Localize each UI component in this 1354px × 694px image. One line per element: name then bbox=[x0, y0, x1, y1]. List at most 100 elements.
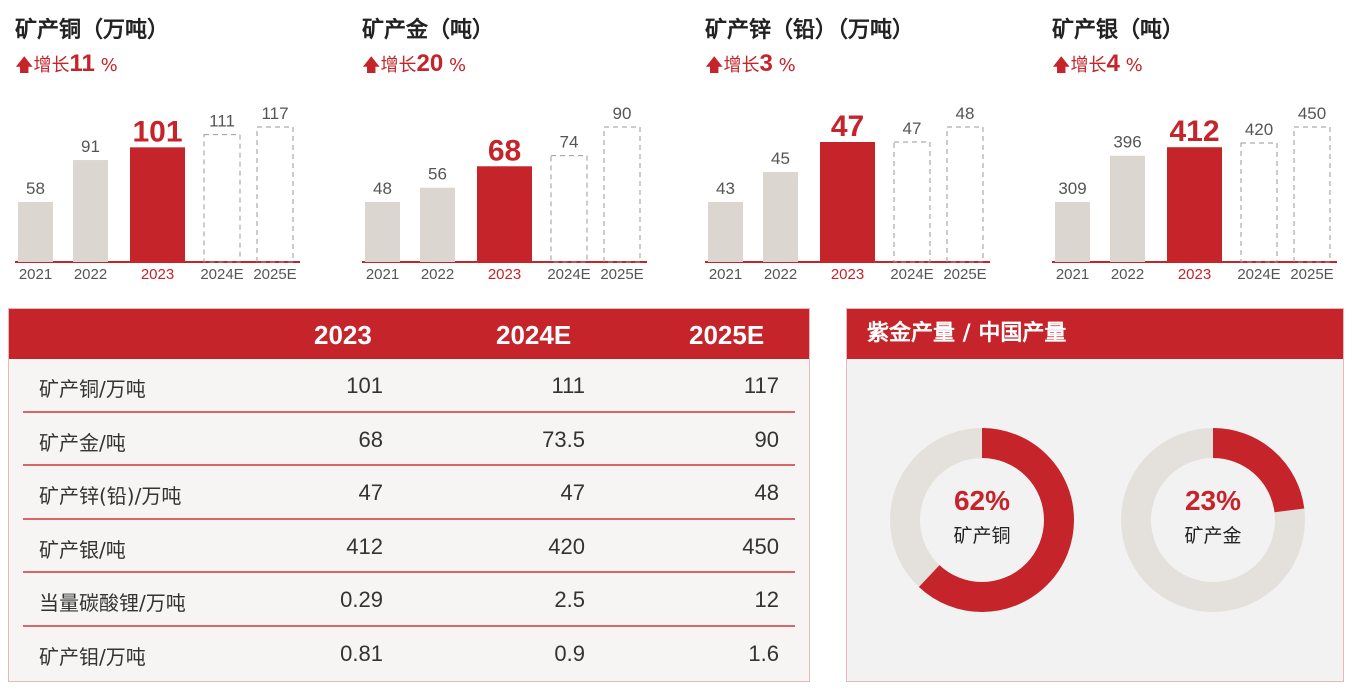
growth-label: 🡅增长3 % bbox=[705, 50, 796, 83]
value-label: 101 bbox=[132, 115, 182, 148]
bar-2024E bbox=[1240, 142, 1278, 263]
growth-unit: % bbox=[448, 55, 467, 76]
value-label: 47 bbox=[903, 119, 922, 138]
growth-unit: % bbox=[1125, 55, 1143, 76]
cell-2025e: 117 bbox=[743, 373, 779, 398]
tick-label: 2025E bbox=[600, 266, 643, 283]
table-row: 矿产银/吨 412 420 450 bbox=[23, 520, 795, 574]
value-label: 48 bbox=[956, 104, 975, 123]
growth-prefix: 增长 bbox=[723, 55, 760, 76]
bar-2023 bbox=[1167, 147, 1222, 262]
value-label: 43 bbox=[716, 179, 735, 198]
bar-2021 bbox=[1055, 202, 1090, 262]
bar-2022 bbox=[763, 172, 798, 262]
growth-label: 🡅增长4 % bbox=[1052, 50, 1143, 83]
cell-2025e: 450 bbox=[742, 533, 779, 559]
donut-slice bbox=[890, 428, 1074, 612]
bar-2023 bbox=[820, 142, 875, 262]
value-label: 68 bbox=[488, 134, 521, 167]
value-label: 56 bbox=[428, 165, 447, 184]
chart-title: 矿产锌（铅）（万吨） bbox=[705, 18, 915, 43]
tick-label: 2021 bbox=[366, 266, 399, 283]
cell-2025e: 48 bbox=[754, 480, 779, 506]
bar-2021 bbox=[708, 202, 743, 262]
cell-2023: 412 bbox=[346, 533, 383, 559]
row-label: 当量碳酸锂/万吨 bbox=[39, 591, 186, 616]
tick-label: 2025E bbox=[253, 266, 296, 283]
bar-2025E bbox=[1293, 126, 1331, 263]
tick-label: 2021 bbox=[19, 266, 52, 283]
tick-label: 2025E bbox=[943, 266, 986, 283]
value-label: 45 bbox=[771, 149, 790, 168]
bar-2021 bbox=[18, 202, 53, 262]
growth-value: 4 bbox=[1106, 50, 1120, 77]
value-label: 117 bbox=[261, 104, 288, 123]
tick-label: 2023 bbox=[141, 266, 174, 283]
tick-label: 2022 bbox=[1111, 266, 1144, 283]
value-label: 58 bbox=[26, 179, 45, 198]
bar-chart: 矿产锌（铅）（万吨） 🡅增长3 % 43 2021 45 2022 47 2023 47 202… bbox=[705, 0, 1005, 290]
tick-label: 2021 bbox=[709, 266, 742, 283]
table-row: 矿产钼/万吨 0.81 0.9 1.6 bbox=[23, 627, 795, 681]
cell-2023: 0.29 bbox=[340, 587, 383, 613]
tick-label: 2024E bbox=[890, 266, 933, 283]
up-arrow-icon: 🡅 bbox=[705, 55, 724, 76]
row-label: 矿产银/吨 bbox=[39, 537, 126, 562]
chart-title: 矿产银（吨） bbox=[1052, 18, 1185, 43]
value-label: 111 bbox=[209, 112, 235, 131]
table-row: 矿产金/吨 68 73.5 90 bbox=[23, 413, 795, 467]
cell-2025e: 12 bbox=[754, 587, 779, 613]
table-row: 矿产锌(铅)/万吨 47 47 48 bbox=[23, 466, 795, 520]
bar-2022 bbox=[1110, 155, 1145, 262]
value-label: 396 bbox=[1113, 133, 1141, 152]
value-label: 412 bbox=[1169, 115, 1219, 148]
bar-2025E bbox=[603, 126, 641, 263]
value-label: 91 bbox=[81, 137, 100, 156]
cell-2024e: 47 bbox=[560, 480, 585, 506]
tick-label: 2023 bbox=[1178, 266, 1211, 283]
up-arrow-icon: 🡅 bbox=[1052, 55, 1071, 76]
row-label: 矿产锌(铅)/万吨 bbox=[39, 484, 182, 509]
growth-prefix: 增长 bbox=[380, 55, 417, 76]
cell-2024e: 111 bbox=[551, 373, 585, 398]
cell-2024e: 0.9 bbox=[554, 640, 585, 666]
header-2024e: 2024E bbox=[496, 320, 572, 350]
bar-chart: 矿产银（吨） 🡅增长4 % 309 2021 396 2022 412 2023 420 202… bbox=[1052, 0, 1352, 290]
tick-label: 2024E bbox=[547, 266, 590, 283]
value-label: 47 bbox=[831, 110, 864, 143]
bar-chart: 矿产铜（万吨） 🡅增长11 % 58 2021 91 2022 101 2023 111 202… bbox=[15, 0, 315, 290]
donut-slice bbox=[1121, 428, 1305, 612]
bar-2025E bbox=[256, 126, 294, 263]
table-row: 当量碳酸锂/万吨 0.29 2.5 12 bbox=[23, 573, 795, 627]
row-label: 矿产钼/万吨 bbox=[39, 644, 146, 669]
donut-charts: 62% 矿产铜 23% 矿产金 bbox=[890, 428, 1305, 612]
production-table: 2023 2024E 2025E 矿产铜/万吨 101 111 117 矿产金/吨… bbox=[8, 308, 810, 682]
bar-2024E bbox=[893, 141, 931, 263]
value-label: 420 bbox=[1245, 120, 1273, 139]
header-2025e: 2025E bbox=[689, 320, 765, 350]
value-label: 90 bbox=[613, 104, 632, 123]
growth-label: 🡅增长20 % bbox=[362, 50, 466, 83]
bar-2025E bbox=[946, 126, 984, 263]
value-label: 450 bbox=[1298, 104, 1326, 123]
tick-label: 2022 bbox=[74, 266, 107, 283]
bar-2024E bbox=[203, 134, 241, 263]
cell-2023: 68 bbox=[358, 426, 383, 452]
growth-value: 11 bbox=[69, 50, 95, 77]
tick-label: 2025E bbox=[1290, 266, 1333, 283]
chart-title: 矿产铜（万吨） bbox=[15, 18, 170, 43]
growth-prefix: 增长 bbox=[33, 55, 70, 76]
tick-label: 2024E bbox=[200, 266, 243, 283]
tick-label: 2023 bbox=[831, 266, 864, 283]
cell-2024e: 420 bbox=[548, 533, 585, 559]
header-2023: 2023 bbox=[314, 320, 372, 350]
growth-label: 🡅增长11 % bbox=[15, 50, 118, 83]
bar-2024E bbox=[550, 155, 588, 263]
cell-2023: 101 bbox=[346, 373, 383, 398]
donut-label: 矿产金 bbox=[1184, 525, 1241, 547]
panel-title: 紫金产量 / 中国产量 bbox=[847, 309, 1343, 359]
tick-label: 2022 bbox=[764, 266, 797, 283]
up-arrow-icon: 🡅 bbox=[15, 55, 34, 76]
up-arrow-icon: 🡅 bbox=[362, 55, 381, 76]
growth-value: 3 bbox=[759, 50, 773, 77]
